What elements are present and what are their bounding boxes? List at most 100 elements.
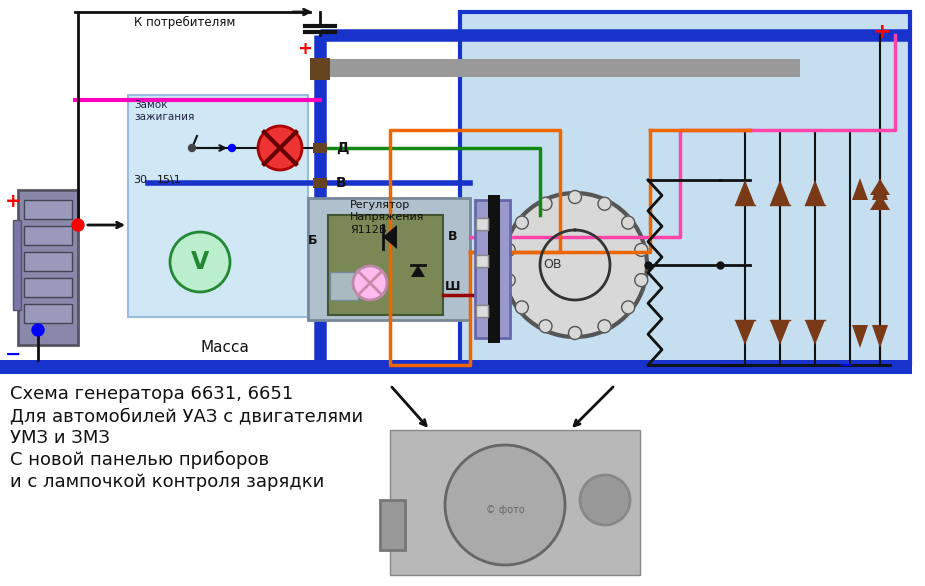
Circle shape bbox=[539, 197, 552, 210]
Polygon shape bbox=[872, 325, 888, 348]
Bar bbox=[476, 255, 488, 267]
Circle shape bbox=[622, 216, 635, 229]
Text: и с лампочкой контроля зарядки: и с лампочкой контроля зарядки bbox=[10, 473, 325, 491]
Text: Схема генератора 6631, 6651: Схема генератора 6631, 6651 bbox=[10, 385, 293, 403]
Circle shape bbox=[501, 273, 516, 287]
Circle shape bbox=[568, 190, 582, 204]
Text: +: + bbox=[298, 40, 313, 58]
Polygon shape bbox=[735, 320, 755, 345]
Text: +: + bbox=[872, 22, 892, 42]
Circle shape bbox=[598, 320, 611, 333]
Bar bbox=[476, 305, 488, 317]
Text: Регулятор
Напряжения
Я112В: Регулятор Напряжения Я112В bbox=[350, 200, 425, 235]
Circle shape bbox=[622, 216, 635, 230]
Bar bbox=[380, 500, 405, 550]
Bar bbox=[475, 200, 510, 338]
Bar bbox=[476, 255, 488, 267]
Text: −: − bbox=[5, 345, 21, 364]
Text: Б: Б bbox=[308, 233, 318, 247]
Circle shape bbox=[72, 219, 84, 231]
Text: Замок
зажигания: Замок зажигания bbox=[134, 100, 194, 122]
Bar bbox=[24, 252, 72, 271]
Text: УМЗ и ЗМЗ: УМЗ и ЗМЗ bbox=[10, 429, 110, 447]
Polygon shape bbox=[852, 325, 868, 348]
Bar bbox=[476, 305, 488, 317]
Bar bbox=[390, 430, 640, 575]
Bar bbox=[13, 220, 21, 310]
Polygon shape bbox=[870, 179, 890, 195]
Polygon shape bbox=[805, 180, 825, 205]
Circle shape bbox=[635, 273, 648, 287]
Text: В: В bbox=[449, 230, 458, 244]
Circle shape bbox=[598, 319, 611, 333]
Polygon shape bbox=[805, 320, 825, 345]
Text: © фото: © фото bbox=[486, 505, 524, 515]
Circle shape bbox=[503, 193, 647, 337]
Polygon shape bbox=[852, 178, 868, 200]
Circle shape bbox=[189, 145, 195, 152]
Polygon shape bbox=[872, 178, 888, 200]
Text: Масса: Масса bbox=[200, 340, 249, 355]
Bar bbox=[313, 143, 327, 153]
Circle shape bbox=[568, 326, 582, 340]
Circle shape bbox=[445, 445, 565, 565]
Circle shape bbox=[598, 197, 611, 210]
Circle shape bbox=[228, 145, 236, 152]
Text: 30: 30 bbox=[133, 175, 147, 185]
Text: С новой панелью приборов: С новой панелью приборов bbox=[10, 451, 269, 469]
Bar bbox=[24, 200, 72, 219]
Circle shape bbox=[580, 475, 630, 525]
Circle shape bbox=[538, 197, 552, 211]
Circle shape bbox=[622, 301, 635, 315]
Circle shape bbox=[569, 190, 582, 203]
Polygon shape bbox=[770, 180, 790, 205]
Circle shape bbox=[622, 301, 635, 314]
Circle shape bbox=[635, 243, 648, 256]
Bar bbox=[476, 218, 488, 230]
Circle shape bbox=[635, 274, 648, 287]
Polygon shape bbox=[411, 265, 425, 277]
Circle shape bbox=[353, 266, 387, 300]
Circle shape bbox=[515, 301, 528, 314]
Bar bbox=[460, 12, 910, 364]
Text: ОВ: ОВ bbox=[544, 258, 562, 271]
Text: Ш: Ш bbox=[445, 281, 461, 294]
Text: К потребителям: К потребителям bbox=[134, 16, 236, 29]
Circle shape bbox=[170, 232, 230, 292]
Text: В: В bbox=[336, 176, 347, 190]
Circle shape bbox=[515, 216, 529, 230]
Polygon shape bbox=[735, 180, 755, 205]
Bar bbox=[128, 95, 308, 317]
Polygon shape bbox=[383, 225, 397, 249]
Text: 15\1: 15\1 bbox=[157, 175, 181, 185]
Bar bbox=[328, 215, 443, 315]
Text: V: V bbox=[191, 250, 209, 274]
Circle shape bbox=[635, 243, 648, 257]
Text: −: − bbox=[838, 355, 852, 373]
Bar bbox=[308, 198, 470, 320]
Text: Д: Д bbox=[336, 141, 349, 155]
Bar bbox=[330, 272, 358, 300]
Text: Для автомобилей УАЗ с двигателями: Для автомобилей УАЗ с двигателями bbox=[10, 407, 364, 425]
Circle shape bbox=[539, 320, 552, 333]
Circle shape bbox=[569, 326, 582, 339]
Bar bbox=[24, 226, 72, 245]
Bar bbox=[24, 304, 72, 323]
Polygon shape bbox=[870, 194, 890, 210]
Circle shape bbox=[502, 243, 515, 256]
Bar bbox=[313, 178, 327, 188]
Circle shape bbox=[258, 126, 302, 170]
Bar bbox=[18, 190, 78, 345]
Bar bbox=[488, 195, 500, 343]
Bar bbox=[476, 218, 488, 230]
Text: +: + bbox=[5, 192, 21, 211]
Polygon shape bbox=[770, 320, 790, 345]
Circle shape bbox=[515, 301, 529, 315]
Circle shape bbox=[538, 319, 552, 333]
Circle shape bbox=[32, 324, 44, 336]
Circle shape bbox=[502, 274, 515, 287]
Circle shape bbox=[598, 197, 611, 211]
Circle shape bbox=[515, 216, 528, 229]
Bar bbox=[24, 278, 72, 297]
Bar bbox=[0, 360, 912, 374]
